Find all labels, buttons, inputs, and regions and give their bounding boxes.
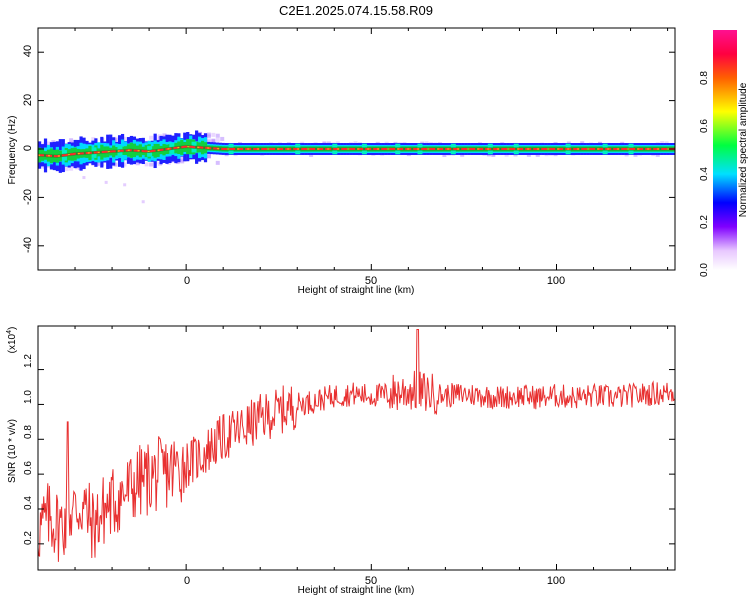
heatmap-halo-cell xyxy=(135,161,140,166)
y-tick-label-top-0: 0 xyxy=(22,145,34,151)
x-tick-label-top-0: 0 xyxy=(184,275,190,287)
y-tick-label-bottom-1-0: 1.0 xyxy=(23,390,34,404)
heatmap-halo-cell xyxy=(113,162,118,167)
snr-frame xyxy=(37,325,676,571)
heatmap-peak-highlight xyxy=(38,146,675,157)
heatmap-halo-cell xyxy=(46,141,51,146)
x-tick-label-top-100: 100 xyxy=(547,275,565,287)
heatmap-halo-cell xyxy=(113,138,118,143)
colorbar-gradient xyxy=(713,30,737,270)
heatmap-halo-cell xyxy=(144,162,149,167)
y-tick-label-bottom-1-2: 1.2 xyxy=(23,354,34,368)
heatmap-halo-cell xyxy=(122,162,127,167)
colorbar-tick-0-4: 0.4 xyxy=(699,167,710,181)
y-tick-label-top-neg40: -40 xyxy=(22,237,34,253)
heatmap-halo-cell xyxy=(215,133,220,138)
heatmap-halo-cell xyxy=(215,160,220,165)
snr-ticks xyxy=(37,326,675,570)
y-multiplier-close: ) xyxy=(7,327,18,330)
y-multiplier-label: (x104) xyxy=(6,327,18,354)
heatmap-halo-cell xyxy=(660,140,665,145)
x-tick-label-top-50: 50 xyxy=(365,275,377,287)
heatmap-scatter-cell xyxy=(123,183,127,187)
snr-plot-area xyxy=(38,326,675,570)
heatmap-halo-cell xyxy=(149,162,154,167)
heatmap-halo-cell xyxy=(64,167,69,172)
heatmap-halo-cell xyxy=(206,138,211,143)
y-tick-label-top-neg20: -20 xyxy=(22,189,34,205)
snr-panel: 0 50 100 Height of straight line (km) 1.… xyxy=(6,325,676,596)
y-tick-label-bottom-0-4: 0.4 xyxy=(23,496,34,510)
heatmap-halo-cell xyxy=(95,161,100,166)
heatmap-scatter-cell xyxy=(104,180,108,184)
y-multiplier-base: (x10 xyxy=(7,333,18,353)
colorbar-tick-0-2: 0.2 xyxy=(699,215,710,229)
heatmap-halo-cell xyxy=(211,132,216,137)
y-tick-label-bottom-0-8: 0.8 xyxy=(23,425,34,439)
chart-title: C2E1.2025.074.15.58.R09 xyxy=(279,3,433,18)
snr-series-line xyxy=(38,329,675,562)
heatmap-halo-cell xyxy=(122,136,127,141)
heatmap-halo-cell xyxy=(180,157,185,162)
heatmap-halo-cell xyxy=(442,153,447,158)
heatmap-halo-cell xyxy=(69,166,74,171)
y-axis-label-top: Frequency (Hz) xyxy=(7,116,18,185)
heatmap-halo-cell xyxy=(206,132,211,137)
y-tick-label-bottom-0-6: 0.6 xyxy=(23,461,34,475)
y-tick-label-top-20: 20 xyxy=(22,94,34,106)
heatmap-halo-cell xyxy=(206,154,211,159)
spectrogram-heatmap xyxy=(38,130,675,204)
y-tick-label-top-40: 40 xyxy=(22,45,34,57)
heatmap-halo-cell xyxy=(69,138,74,143)
x-tick-label-bottom-50: 50 xyxy=(365,575,377,587)
spectrogram-ticks xyxy=(37,28,675,270)
x-tick-label-bottom-100: 100 xyxy=(547,575,565,587)
heatmap-halo-cell xyxy=(215,137,220,142)
colorbar-tick-0: 0.0 xyxy=(699,263,710,277)
y-multiplier-exponent: 4 xyxy=(6,330,13,334)
heatmap-halo-cell xyxy=(149,135,154,140)
heatmap-halo-cell xyxy=(220,136,225,141)
heatmap-halo-cell xyxy=(91,137,96,142)
heatmap-scatter-cell xyxy=(82,176,86,180)
x-axis-label-bottom: Height of straight line (km) xyxy=(298,585,415,596)
x-axis-label-top: Height of straight line (km) xyxy=(298,285,415,296)
heatmap-scatter-cell xyxy=(141,200,145,204)
colorbar-tick-0-6: 0.6 xyxy=(699,119,710,133)
x-tick-label-bottom-0: 0 xyxy=(184,575,190,587)
colorbar: 0.0 0.2 0.4 0.6 0.8 Normalized spectral … xyxy=(699,30,749,277)
colorbar-label: Normalized spectral amplitude xyxy=(738,82,749,217)
y-tick-label-bottom-0-2: 0.2 xyxy=(23,531,34,545)
y-axis-label-bottom: SNR (10 * v/v) xyxy=(7,419,18,483)
spectrogram-panel: 0 50 100 Height of straight line (km) 40… xyxy=(7,27,676,296)
colorbar-tick-0-8: 0.8 xyxy=(699,71,710,85)
heatmap-halo-cell xyxy=(211,139,216,144)
